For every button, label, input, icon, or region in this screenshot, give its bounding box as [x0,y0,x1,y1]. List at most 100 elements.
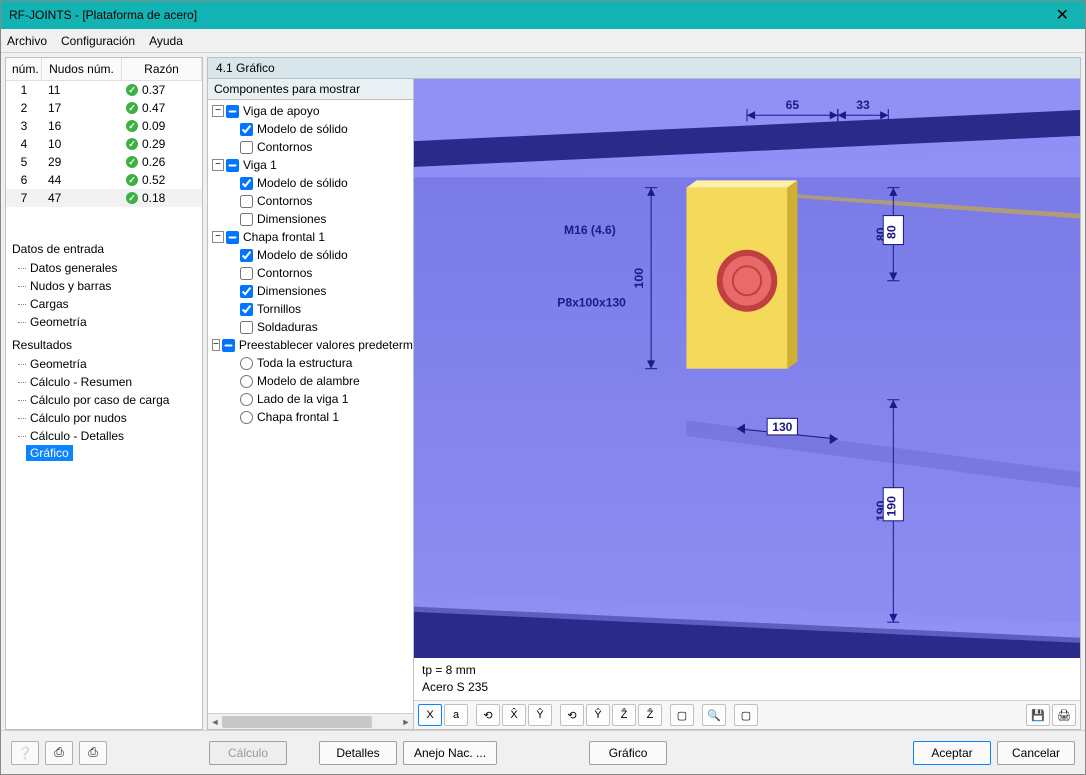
tree-checkbox[interactable] [240,321,253,334]
tree-checkbox[interactable] [222,339,235,352]
col-num[interactable]: núm. [6,58,42,80]
toolbar-button[interactable]: ⟲ [476,704,500,726]
aceptar-button[interactable]: Aceptar [913,741,991,765]
expand-icon[interactable]: − [212,231,224,243]
table-row[interactable]: 4 10 ✓0.29 [6,135,202,153]
ok-icon: ✓ [126,156,138,168]
nav-item[interactable]: Cálculo por caso de carga [12,391,196,409]
nav-item[interactable]: Nudos y barras [12,277,196,295]
tree-checkbox[interactable] [226,231,239,244]
nav-item[interactable]: Geometría [12,355,196,373]
sheet2-icon[interactable]: ⎙ [79,741,107,765]
tree-node[interactable]: −Chapa frontal 1 [208,228,413,246]
table-row[interactable]: 3 16 ✓0.09 [6,117,202,135]
tree-checkbox[interactable] [240,141,253,154]
anejo-button[interactable]: Anejo Nac. ... [403,741,497,765]
help-icon[interactable]: ❔ [11,741,39,765]
row-ratio: ✓0.29 [122,137,202,151]
tree-checkbox[interactable] [240,123,253,136]
sheet1-icon[interactable]: ⎙ [45,741,73,765]
tree-node[interactable]: Chapa frontal 1 [208,408,413,426]
toolbar-button[interactable]: ⟲ [560,704,584,726]
tree-node[interactable]: Contornos [208,138,413,156]
tree-checkbox[interactable] [226,159,239,172]
toolbar-button[interactable]: Ẑ [612,704,636,726]
menu-archivo[interactable]: Archivo [7,34,47,48]
tree-node[interactable]: Dimensiones [208,210,413,228]
detalles-button[interactable]: Detalles [319,741,397,765]
menu-configuracion[interactable]: Configuración [61,34,135,48]
nav-datos-title[interactable]: Datos de entrada [12,239,196,259]
tree-hscroll[interactable]: ◄ ► [208,713,413,729]
tree-checkbox[interactable] [240,303,253,316]
tree-checkbox[interactable] [226,105,239,118]
col-razon[interactable]: Razón [122,58,202,80]
close-icon[interactable]: ✕ [1048,5,1077,25]
tree-node[interactable]: Soldaduras [208,318,413,336]
menu-ayuda[interactable]: Ayuda [149,34,183,48]
toolbar-button[interactable]: 🔍 [702,704,726,726]
toolbar-button[interactable]: ▢ [670,704,694,726]
nav-item[interactable]: Geometría [12,313,196,331]
table-row[interactable]: 1 11 ✓0.37 [6,81,202,99]
tree-radio[interactable] [240,357,253,370]
col-nudos[interactable]: Nudos núm. [42,58,122,80]
tree-node[interactable]: Modelo de alambre [208,372,413,390]
tree-checkbox[interactable] [240,177,253,190]
expand-icon[interactable]: − [212,339,220,351]
toolbar-button[interactable]: Ŷ [528,704,552,726]
tree-node[interactable]: Modelo de sólido [208,246,413,264]
tree-node[interactable]: Tornillos [208,300,413,318]
nav-resultados-title[interactable]: Resultados [12,335,196,355]
toolbar-button[interactable]: 🖨 [1052,704,1076,726]
tree-radio[interactable] [240,411,253,424]
nav-item[interactable]: Cargas [12,295,196,313]
tree-node[interactable]: Dimensiones [208,282,413,300]
nav-item-active[interactable]: Gráfico [26,445,73,461]
tree-node[interactable]: Contornos [208,264,413,282]
toolbar-button[interactable]: 💾 [1026,704,1050,726]
tree-node[interactable]: Lado de la viga 1 [208,390,413,408]
tree-checkbox[interactable] [240,285,253,298]
calc-button[interactable]: Cálculo [209,741,287,765]
row-ratio: ✓0.09 [122,119,202,133]
svg-text:130: 130 [772,420,792,434]
tree-radio[interactable] [240,393,253,406]
tree-checkbox[interactable] [240,267,253,280]
expand-icon[interactable]: − [212,159,224,171]
tree-node[interactable]: Toda la estructura [208,354,413,372]
nav-item[interactable]: Cálculo por nudos [12,409,196,427]
nav-item[interactable]: Cálculo - Detalles [12,427,196,445]
table-row[interactable]: 2 17 ✓0.47 [6,99,202,117]
tree-node[interactable]: Modelo de sólido [208,174,413,192]
toolbar-button[interactable]: Ẑ [638,704,662,726]
tree-checkbox[interactable] [240,213,253,226]
table-row[interactable]: 7 47 ✓0.18 [6,189,202,207]
nav-item[interactable]: Datos generales [12,259,196,277]
scroll-left-icon[interactable]: ◄ [208,714,222,730]
tree-checkbox[interactable] [240,249,253,262]
grafico-button[interactable]: Gráfico [589,741,667,765]
toolbar-button[interactable]: X̂ [502,704,526,726]
table-row[interactable]: 6 44 ✓0.52 [6,171,202,189]
tree-node[interactable]: Contornos [208,192,413,210]
toolbar-button[interactable]: ▢ [734,704,758,726]
tree-label: Dimensiones [257,212,326,226]
tree-label: Contornos [257,194,312,208]
expand-icon[interactable]: − [212,105,224,117]
toolbar-button[interactable]: a [444,704,468,726]
tree-node[interactable]: −Viga de apoyo [208,102,413,120]
scroll-right-icon[interactable]: ► [399,714,413,730]
tree-node[interactable]: Modelo de sólido [208,120,413,138]
tree-node[interactable]: −Viga 1 [208,156,413,174]
toolbar-button[interactable]: Ŷ [586,704,610,726]
viewport-3d[interactable]: 65331008019013080190M16 (4.6)P8x100x130 [414,79,1080,658]
toolbar-button[interactable]: X [418,704,442,726]
tree-radio[interactable] [240,375,253,388]
scroll-thumb[interactable] [222,716,372,728]
cancelar-button[interactable]: Cancelar [997,741,1075,765]
nav-item[interactable]: Cálculo - Resumen [12,373,196,391]
table-row[interactable]: 5 29 ✓0.26 [6,153,202,171]
tree-checkbox[interactable] [240,195,253,208]
tree-node[interactable]: −Preestablecer valores predetermina [208,336,413,354]
